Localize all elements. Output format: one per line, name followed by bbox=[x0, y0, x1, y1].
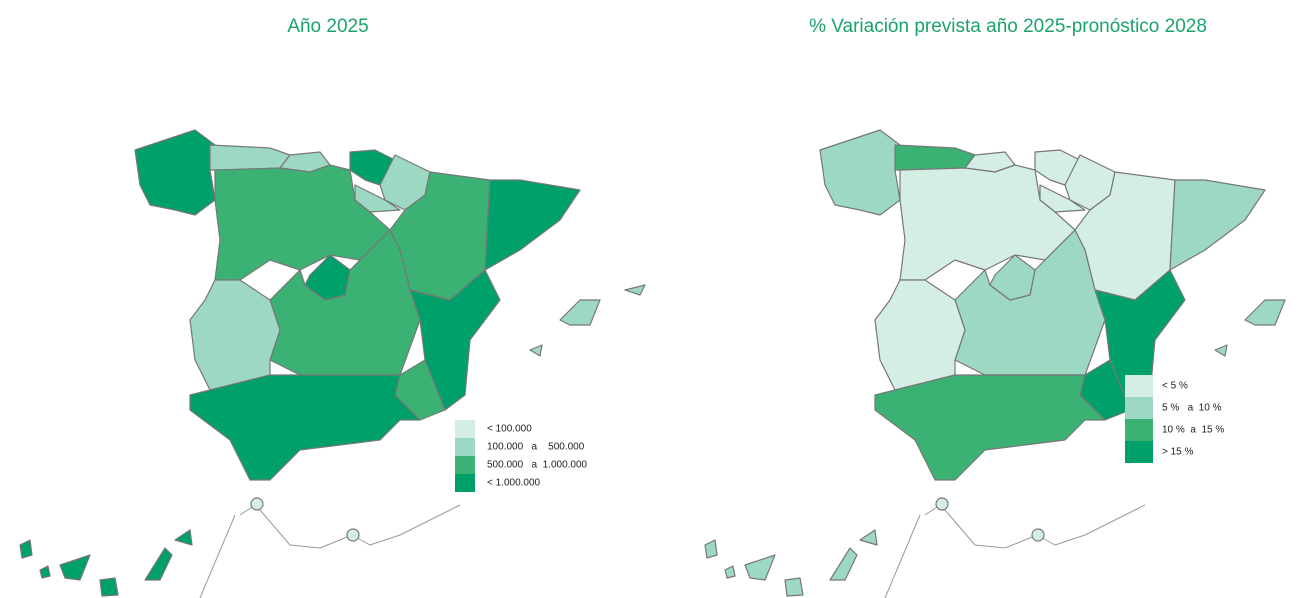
legend-swatch bbox=[455, 420, 475, 438]
legend-label: 500.000 a 1.000.000 bbox=[487, 460, 588, 471]
map-title: % Variación prevista año 2025-pronóstico… bbox=[809, 16, 1207, 37]
legend-swatch bbox=[1125, 397, 1153, 419]
legend-label: 5 % a 10 % bbox=[1162, 403, 1222, 414]
legend-label: 10 % a 15 % bbox=[1162, 425, 1224, 436]
legend-label: 100.000 a 500.000 bbox=[487, 442, 585, 453]
legend-label: < 1.000.000 bbox=[487, 478, 541, 489]
legend-label: > 15 % bbox=[1162, 447, 1194, 458]
legend-swatch bbox=[455, 438, 475, 456]
legend-swatch bbox=[1125, 441, 1153, 463]
map-title: Año 2025 bbox=[287, 16, 368, 37]
legend-label: < 5 % bbox=[1162, 381, 1188, 392]
legend-label: < 100.000 bbox=[487, 424, 532, 435]
legend-swatch bbox=[455, 456, 475, 474]
map bbox=[704, 129, 1306, 598]
legend-swatch bbox=[1125, 375, 1153, 397]
legend-swatch bbox=[1125, 419, 1153, 441]
map bbox=[19, 129, 646, 598]
legend-swatch bbox=[455, 474, 475, 492]
